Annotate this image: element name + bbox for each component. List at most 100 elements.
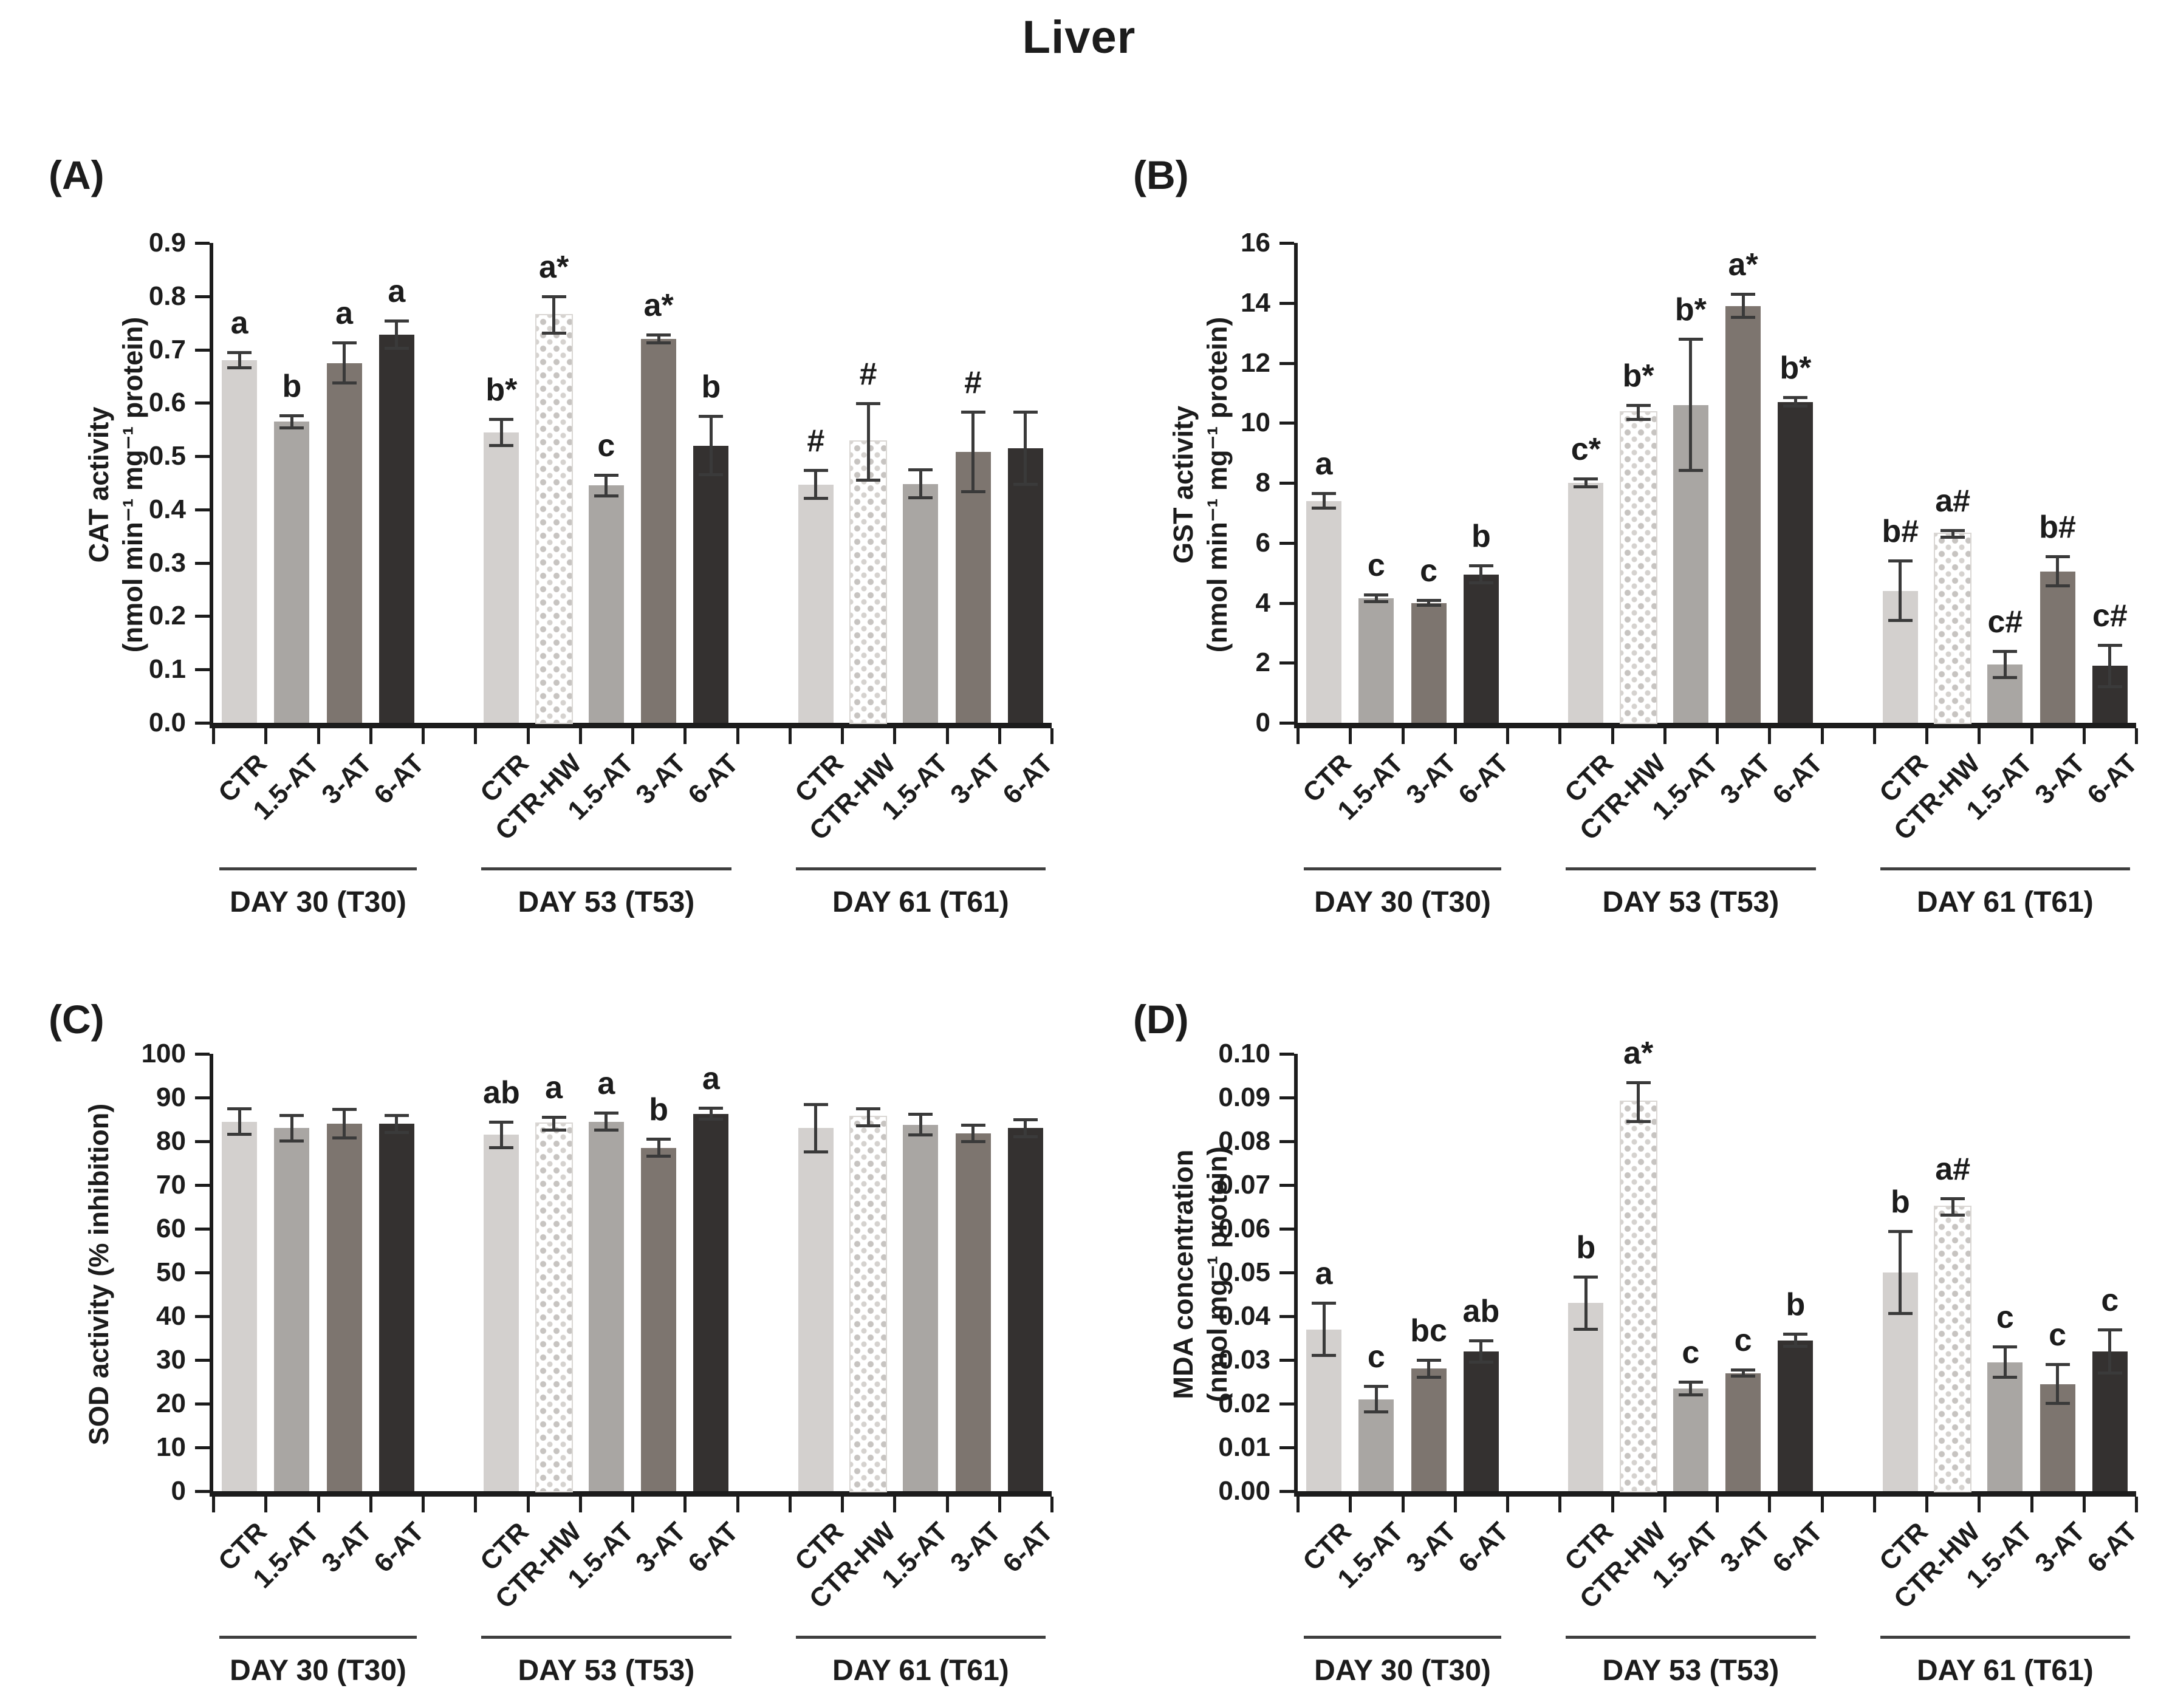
sig-letter: c [2049,1317,2067,1353]
bar [955,1133,991,1491]
error-cap-top [279,414,304,417]
y-tick [195,348,210,352]
error-cap-top [1731,292,1756,296]
x-tick [578,728,582,744]
sig-letter: a [702,1061,720,1097]
y-tick [1279,601,1294,605]
error-cap-top [1993,1345,2018,1349]
y-tick-label: 0.0 [148,708,186,737]
bar [1778,401,1814,723]
error-bar [1689,1382,1693,1395]
y-tick [195,1184,210,1187]
error-bar [919,1114,922,1135]
error-cap-bottom [332,1136,357,1139]
error-cap-top [803,468,828,472]
error-cap-top [1468,564,1493,567]
y-tick-label: 0.01 [1218,1432,1270,1462]
group-label: DAY 30 (T30) [230,1655,406,1687]
error-cap-top [384,1113,409,1117]
error-cap-bottom [2097,685,2122,688]
error-bar [1899,1231,1902,1314]
sig-letter: c [1367,1339,1385,1375]
error-bar [1024,412,1027,485]
sig-letter: b# [1882,514,1919,550]
error-cap-bottom [1731,316,1756,319]
y-tick [1279,1359,1294,1362]
bar [1306,500,1342,723]
sig-letter: a* [1728,247,1758,282]
error-cap-bottom [1626,1119,1651,1123]
error-cap-top [908,1113,933,1116]
x-tick [736,728,739,744]
error-cap-bottom [489,1146,514,1149]
error-bar [657,334,660,343]
y-tick [1279,242,1294,245]
y-tick [1279,1402,1294,1406]
y-tick [1279,1315,1294,1318]
y-tick-label: 0.10 [1218,1039,1270,1068]
x-tick [1925,1497,1928,1512]
error-bar [1637,405,1640,420]
sig-letter: c [1996,1300,2014,1336]
group-line [1304,1636,1501,1639]
error-cap-top [1783,396,1808,400]
y-tick-label: 0.9 [148,228,186,258]
error-bar [1374,595,1378,602]
error-bar [1322,493,1326,508]
x-tick [1349,1497,1352,1512]
y-tick [195,1228,210,1231]
error-cap-bottom [489,443,514,447]
y-tick-label: 0.07 [1218,1170,1270,1200]
bar [849,1116,888,1492]
x-tick [841,1497,844,1512]
error-bar [866,1108,870,1126]
y-tick [195,1446,210,1449]
error-cap-bottom [646,341,671,345]
y-tick-label: 90 [156,1082,186,1112]
y-tick-label: 0.09 [1218,1082,1270,1112]
error-bar [605,474,608,496]
y-tick-label: 0.04 [1218,1301,1270,1331]
sig-letter: c [1682,1335,1700,1370]
x-tick [422,728,425,744]
error-cap-bottom [279,426,304,429]
sig-letter: b [701,369,721,405]
y-tick [1279,541,1294,545]
error-bar [657,1139,660,1157]
y-tick-label: 100 [141,1039,186,1068]
x-tick [788,1497,792,1512]
x-tick [2082,728,2086,744]
error-cap-bottom [1312,1353,1337,1357]
sig-letter: b [1786,1286,1806,1322]
sig-letter: a [335,296,354,332]
error-bar [1427,600,1431,606]
error-bar [1689,339,1693,471]
error-bar [290,415,293,428]
x-tick [317,1497,320,1512]
bar [1934,1206,1972,1492]
error-cap-bottom [384,1130,409,1134]
error-cap-top [1468,1339,1493,1342]
bar [379,1124,414,1491]
plot-area: 0 2 4 6 8 10 12 14 16 a CTR c 1.5-AT c 3-AT b 6-AT DAY 30… [1241,228,2143,919]
y-tick [195,1140,210,1143]
y-tick-label: 10 [156,1432,186,1462]
sig-letter: a [1315,446,1333,482]
error-bar [1741,1369,1745,1377]
error-cap-top [1888,1229,1913,1233]
group-label: DAY 53 (T53) [1602,1655,1779,1687]
bar [1725,306,1761,723]
y-tick-label: 0.1 [148,654,186,685]
group-line [219,867,417,870]
error-cap-top [699,1107,724,1110]
error-bar [1024,1119,1027,1137]
error-cap-bottom [541,1129,566,1132]
error-cap-bottom [1468,1360,1493,1364]
y-tick-label: 0.08 [1218,1126,1270,1156]
y-tick-label: 60 [156,1214,186,1243]
sig-letter: a* [643,287,674,323]
error-cap-bottom [1013,482,1038,486]
error-cap-bottom [1574,1327,1598,1331]
group-line [1566,1636,1816,1639]
x-tick [1768,1497,1772,1512]
